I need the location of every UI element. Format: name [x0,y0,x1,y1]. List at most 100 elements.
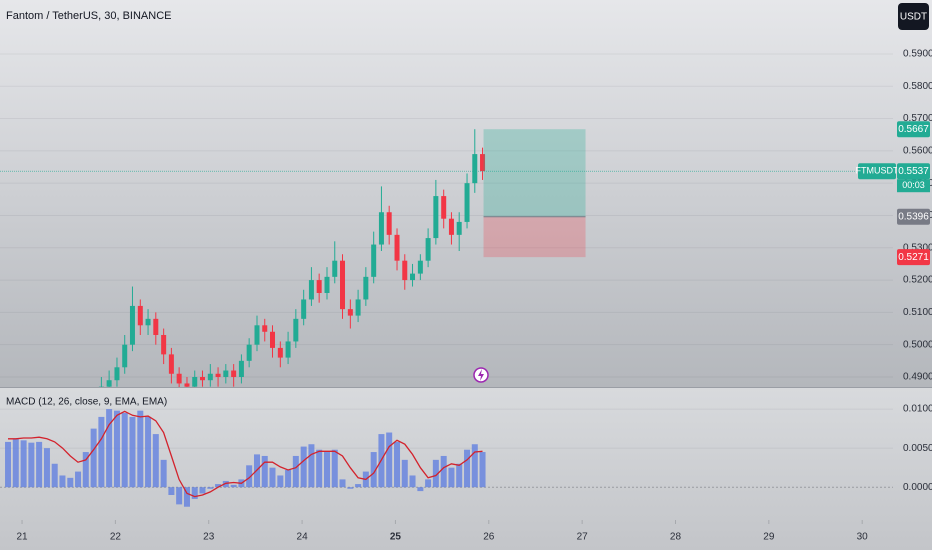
histogram-bar [168,487,175,496]
histogram-bar [300,446,307,488]
histogram-bar [464,449,471,488]
candle-body [410,273,416,281]
histogram-bar [145,416,152,488]
signal-line [8,410,483,498]
histogram-bar [409,475,416,488]
histogram-bar [183,487,190,507]
histogram-bar [331,449,338,488]
histogram-bar [59,475,66,488]
x-tick-label: 29 [763,532,775,543]
y-tick-label: 0.4900 [903,372,932,383]
candle-body [425,238,431,261]
candle-body [129,305,135,345]
candle-body [441,196,447,219]
candle-body [98,386,104,387]
candle-body [363,276,369,300]
y-tick-label: 0.5100 [903,307,932,318]
y-tick-label: 0.5200 [903,275,932,286]
candle-body [122,344,128,368]
candle-body [231,370,237,377]
candle-body [347,309,353,316]
histogram-bar [20,440,27,488]
histogram-bar [152,434,159,488]
histogram-bar [160,459,167,488]
y-tick-label: 0.0000 [903,482,932,493]
quote-button[interactable] [898,3,929,30]
position-target-zone [483,129,586,217]
candle-body [246,344,252,361]
candle-body [472,154,478,184]
candle-body [199,376,205,381]
candle-body [176,373,182,384]
histogram-bar [28,442,35,488]
histogram-bar [199,487,206,494]
histogram-bar [5,441,12,488]
last-price-label: 0.5537 [898,166,929,177]
candle-body [332,260,338,277]
histogram-bar [113,410,120,488]
last-price-label-box [897,163,930,180]
histogram-bar [324,452,331,488]
y-tick-label: 0.5700 [903,113,932,124]
candle-body [480,154,486,172]
y-tick-label: 0.5900 [903,49,932,60]
histogram-bar [137,410,144,488]
histogram-bar [191,487,198,499]
macd-plot [5,409,486,507]
histogram-bar [308,444,315,488]
histogram-bar [425,479,432,488]
histogram-bar [215,484,222,488]
candle-body [433,196,439,239]
candle-body [324,276,330,293]
stop-label: 0.5271 [898,252,929,263]
position-stop-zone [483,216,586,258]
histogram-bar [261,455,268,488]
symbol-box [858,163,896,180]
histogram-bar [90,428,97,488]
y-tick-label: 0.5000 [903,339,932,350]
candle-body [448,218,454,235]
histogram-bar [75,471,82,488]
histogram-bar [316,449,323,488]
histogram-bar [121,412,128,488]
candle-body [114,367,120,381]
y-tick-label: 0.5800 [903,81,932,92]
candle-body [223,370,229,377]
axes: 0.49000.50000.51000.52000.53000.54000.55… [16,49,932,543]
candle-body [215,373,221,377]
histogram-bar [347,487,354,489]
histogram-bar [43,448,50,488]
candle-body [378,212,384,245]
histogram-bar [12,438,19,488]
candle-body [402,260,408,281]
quote-button-label[interactable]: USDT [900,12,927,23]
candle-body [340,260,346,310]
y-tick-label: 0.5300 [903,242,932,253]
candle-body [145,318,151,326]
candle-body [293,318,299,342]
candle-body [316,280,322,293]
countdown-label: 00:03 [902,180,925,190]
histogram-bar [285,470,292,488]
entry-label-box [897,208,930,225]
histogram-bar [448,467,455,488]
histogram-bar [292,455,299,488]
x-tick-label: 24 [297,532,309,543]
histogram-bar [106,409,113,488]
histogram-bar [269,467,276,488]
histogram-bar [440,455,447,488]
alert-bolt [478,369,484,381]
candle-body [168,354,174,374]
candle-body [277,347,283,358]
candle-body [301,299,307,319]
entry-label: 0.5396 [898,211,929,222]
price-plot [0,129,893,387]
candle-body [285,341,291,358]
histogram-bar [230,484,237,488]
x-tick-label: 23 [203,532,215,543]
x-tick-label: 30 [857,532,869,543]
candle-body [254,325,260,345]
candle-body [269,331,275,348]
x-tick-label: 21 [16,532,28,543]
